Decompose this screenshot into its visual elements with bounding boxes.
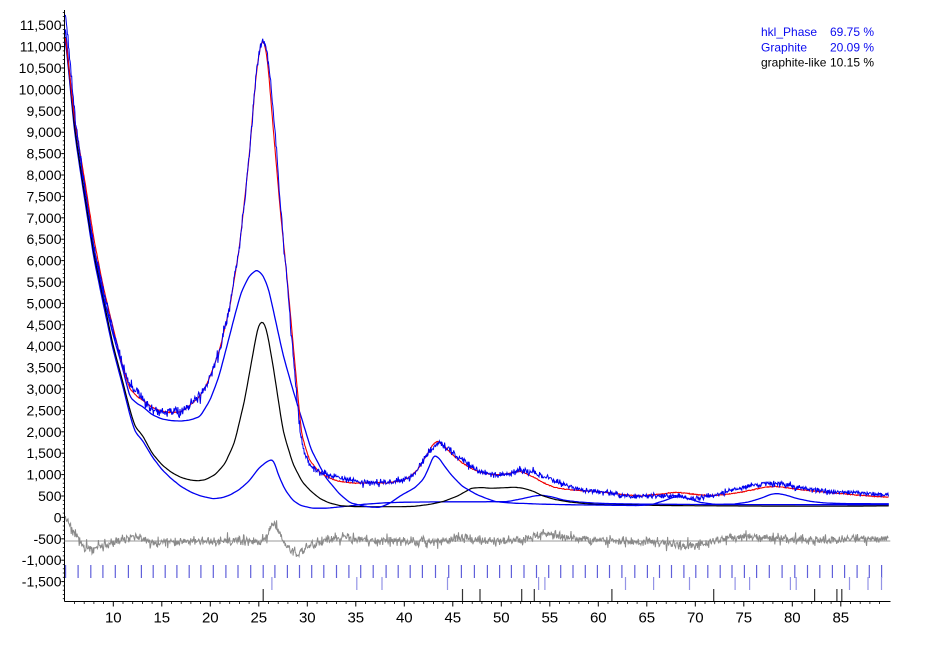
svg-text:75: 75: [735, 610, 752, 627]
svg-text:Graphite: Graphite: [761, 40, 807, 54]
svg-text:4,000: 4,000: [26, 338, 61, 354]
svg-text:45: 45: [444, 610, 461, 627]
svg-text:6,000: 6,000: [26, 253, 61, 269]
svg-text:2,000: 2,000: [26, 424, 61, 440]
svg-text:35: 35: [347, 610, 364, 627]
svg-text:0: 0: [54, 509, 62, 525]
svg-text:7,500: 7,500: [26, 188, 61, 204]
svg-text:7,000: 7,000: [26, 210, 61, 226]
svg-text:9,000: 9,000: [26, 124, 61, 140]
svg-text:25: 25: [250, 610, 267, 627]
svg-text:65: 65: [638, 610, 655, 627]
svg-text:3,000: 3,000: [26, 381, 61, 397]
svg-text:1,500: 1,500: [26, 445, 61, 461]
svg-text:500: 500: [38, 488, 62, 504]
svg-text:3,500: 3,500: [26, 360, 61, 376]
svg-text:10,500: 10,500: [19, 60, 62, 76]
svg-text:55: 55: [541, 610, 558, 627]
svg-text:60: 60: [590, 610, 607, 627]
svg-text:85: 85: [832, 610, 849, 627]
svg-text:hkl_Phase: hkl_Phase: [761, 25, 817, 39]
svg-text:-500: -500: [33, 531, 61, 547]
svg-text:6,500: 6,500: [26, 231, 61, 247]
svg-text:15: 15: [153, 610, 170, 627]
svg-text:9,500: 9,500: [26, 103, 61, 119]
svg-text:8,500: 8,500: [26, 146, 61, 162]
svg-text:20: 20: [202, 610, 219, 627]
svg-text:-1,500: -1,500: [22, 574, 62, 590]
svg-text:69.75 %: 69.75 %: [830, 25, 874, 39]
svg-text:40: 40: [396, 610, 413, 627]
svg-text:5,000: 5,000: [26, 295, 61, 311]
svg-text:8,000: 8,000: [26, 167, 61, 183]
svg-text:11,000: 11,000: [20, 39, 62, 55]
svg-text:11,500: 11,500: [20, 17, 62, 33]
svg-text:80: 80: [784, 610, 801, 627]
svg-text:5,500: 5,500: [26, 274, 61, 290]
svg-text:10: 10: [105, 610, 122, 627]
svg-text:4,500: 4,500: [26, 317, 61, 333]
svg-text:-1,000: -1,000: [22, 552, 62, 568]
svg-text:70: 70: [687, 610, 704, 627]
svg-text:30: 30: [299, 610, 316, 627]
svg-text:50: 50: [493, 610, 510, 627]
svg-text:graphite-like: graphite-like: [761, 56, 827, 70]
svg-text:1,000: 1,000: [26, 467, 61, 483]
svg-text:20.09 %: 20.09 %: [830, 40, 874, 54]
svg-text:10.15 %: 10.15 %: [830, 56, 874, 70]
svg-text:2,500: 2,500: [26, 402, 61, 418]
svg-text:10,000: 10,000: [19, 81, 62, 97]
